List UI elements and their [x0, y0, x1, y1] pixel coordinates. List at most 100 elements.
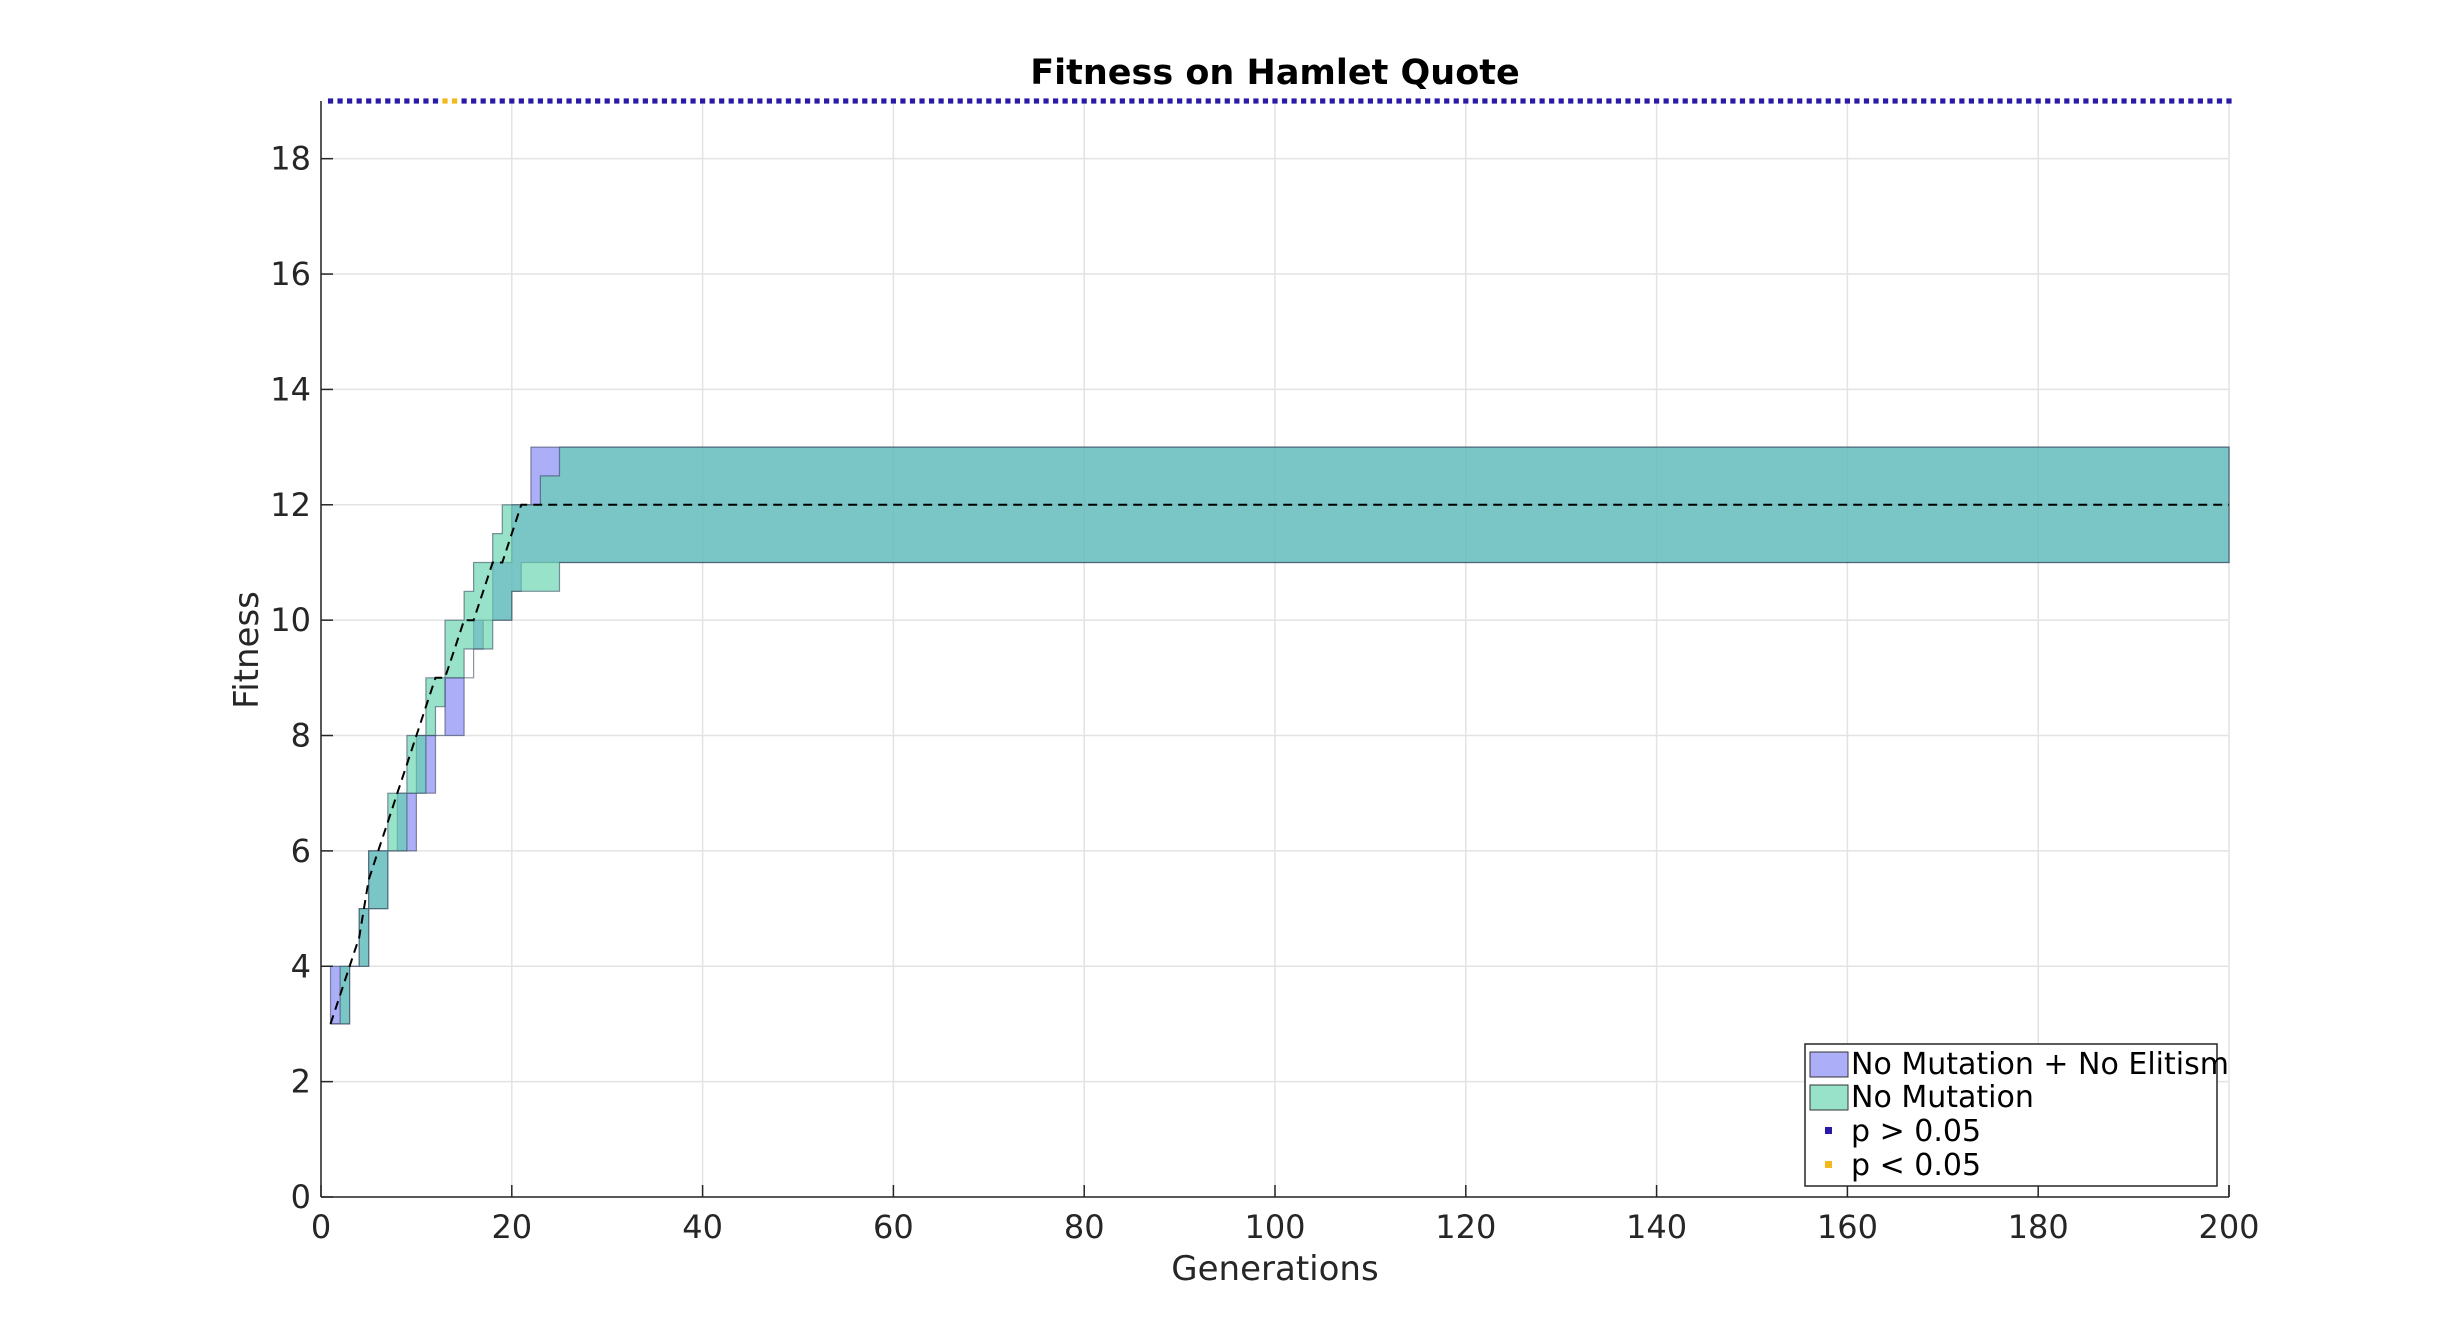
- sig-marker-p-gt: [967, 98, 973, 104]
- sig-marker-p-gt: [680, 98, 687, 104]
- x-tick-label: 80: [1064, 1208, 1105, 1246]
- sig-marker-p-gt: [471, 98, 477, 104]
- sig-marker-p-gt: [1024, 98, 1030, 104]
- sig-marker-p-gt: [1606, 98, 1612, 104]
- sig-marker-p-gt: [461, 98, 467, 104]
- sig-marker-p-gt: [1129, 98, 1135, 104]
- sig-marker-p-gt: [337, 98, 343, 104]
- sig-marker-p-gt: [556, 98, 563, 104]
- sig-marker-p-gt: [595, 98, 601, 104]
- sig-marker-p-gt: [1224, 98, 1230, 104]
- sig-marker-p-gt: [1405, 98, 1412, 104]
- legend-label-p-lt: p < 0.05: [1851, 1148, 1981, 1183]
- sig-marker-p-gt: [1816, 98, 1822, 104]
- sig-marker-p-gt: [976, 98, 982, 104]
- x-tick-label: 160: [1817, 1208, 1878, 1246]
- sig-marker-p-gt: [1959, 98, 1965, 104]
- sig-marker-p-gt: [1062, 98, 1068, 104]
- sig-marker-p-gt: [738, 98, 744, 104]
- sig-marker-p-gt: [375, 98, 381, 104]
- sig-marker-p-gt: [1768, 98, 1774, 104]
- sig-marker-p-gt: [1634, 98, 1641, 104]
- legend-swatch-no-mutation-no-elitism: [1809, 1051, 1849, 1078]
- sig-marker-p-gt: [1739, 98, 1746, 104]
- sig-marker-p-gt: [518, 98, 524, 104]
- sig-marker-p-gt: [1854, 98, 1860, 104]
- sig-marker-p-gt: [1033, 98, 1040, 104]
- sig-marker-p-gt: [2026, 98, 2032, 104]
- sig-marker-p-gt: [890, 98, 896, 104]
- sig-marker-p-gt: [1425, 98, 1431, 104]
- legend-marker-p-lt: [1825, 1161, 1832, 1168]
- sig-marker-p-gt: [1215, 98, 1221, 104]
- sig-marker-p-gt: [1825, 98, 1831, 104]
- sig-marker-p-gt: [1043, 98, 1049, 104]
- sig-marker-p-gt: [757, 98, 763, 104]
- sig-marker-p-gt: [1396, 98, 1402, 104]
- sig-marker-p-gt: [604, 98, 610, 104]
- x-tick-label: 140: [1626, 1208, 1687, 1246]
- sig-marker-p-gt: [1358, 98, 1364, 104]
- sig-marker-p-gt: [1253, 98, 1259, 104]
- y-tick-label: 4: [291, 947, 311, 985]
- sig-marker-p-gt: [623, 98, 629, 104]
- x-tick-label: 180: [2008, 1208, 2069, 1246]
- sig-marker-p-gt: [1167, 98, 1173, 104]
- sig-marker-p-gt: [1301, 98, 1307, 104]
- sig-marker-p-gt: [1987, 98, 1994, 104]
- sig-marker-p-gt: [2140, 98, 2146, 104]
- sig-marker-p-gt: [1730, 98, 1736, 104]
- sig-marker-p-gt: [2016, 98, 2022, 104]
- sig-marker-p-gt: [747, 98, 753, 104]
- sig-marker-p-gt: [1243, 98, 1249, 104]
- sig-marker-p-gt: [1978, 98, 1984, 104]
- legend-label-p-gt: p > 0.05: [1851, 1114, 1981, 1149]
- sig-marker-p-gt: [938, 98, 944, 104]
- sig-marker-p-gt: [728, 98, 734, 104]
- sig-marker-p-gt: [709, 98, 715, 104]
- sig-marker-p-gt: [1014, 98, 1021, 104]
- y-tick-label: 16: [270, 255, 311, 293]
- sig-marker-p-gt: [785, 98, 792, 104]
- legend-swatch-no-mutation: [1809, 1084, 1849, 1111]
- sig-marker-p-gt: [986, 98, 992, 104]
- sig-marker-p-gt: [671, 98, 677, 104]
- sig-marker-p-gt: [1262, 98, 1269, 104]
- sig-marker-p-gt: [814, 98, 820, 104]
- sig-marker-p-gt: [852, 98, 858, 104]
- y-tick-label: 18: [270, 140, 311, 178]
- sig-marker-p-gt: [1968, 98, 1975, 104]
- grid: [320, 101, 2230, 1198]
- sig-marker-p-gt: [423, 98, 429, 104]
- sig-marker-p-gt: [1367, 98, 1373, 104]
- sig-marker-p-gt: [995, 98, 1001, 104]
- x-tick-label: 20: [491, 1208, 532, 1246]
- sig-marker-p-gt: [1692, 98, 1698, 104]
- sig-marker-p-gt: [1148, 98, 1154, 104]
- sig-marker-p-gt: [1386, 98, 1393, 104]
- sig-marker-p-gt: [919, 98, 925, 104]
- sig-marker-p-gt: [871, 98, 877, 104]
- sig-marker-p-gt: [404, 98, 410, 104]
- sig-marker-p-gt: [1491, 98, 1498, 104]
- sig-marker-p-gt: [1758, 98, 1765, 104]
- sig-marker-p-gt: [413, 98, 419, 104]
- sig-marker-p-gt: [2178, 98, 2184, 104]
- y-tick-label: 14: [270, 370, 311, 408]
- sig-marker-p-gt: [700, 98, 706, 104]
- sig-marker-p-gt: [2083, 98, 2089, 104]
- sig-marker-p-gt: [766, 98, 772, 104]
- sig-marker-p-gt: [1157, 98, 1164, 104]
- legend-box: [1804, 1043, 2218, 1187]
- sig-marker-p-gt: [1463, 98, 1469, 104]
- sig-marker-p-gt: [1052, 98, 1059, 104]
- sig-marker-p-lt: [451, 98, 458, 104]
- significance-markers: [327, 98, 2232, 104]
- sig-marker-p-gt: [1339, 98, 1345, 104]
- sig-marker-p-gt: [1863, 98, 1870, 104]
- sig-marker-p-gt: [652, 98, 658, 104]
- sig-marker-p-gt: [1949, 98, 1955, 104]
- x-tick-label: 200: [2198, 1208, 2259, 1246]
- sig-marker-p-gt: [843, 98, 849, 104]
- sig-marker-p-gt: [2111, 98, 2118, 104]
